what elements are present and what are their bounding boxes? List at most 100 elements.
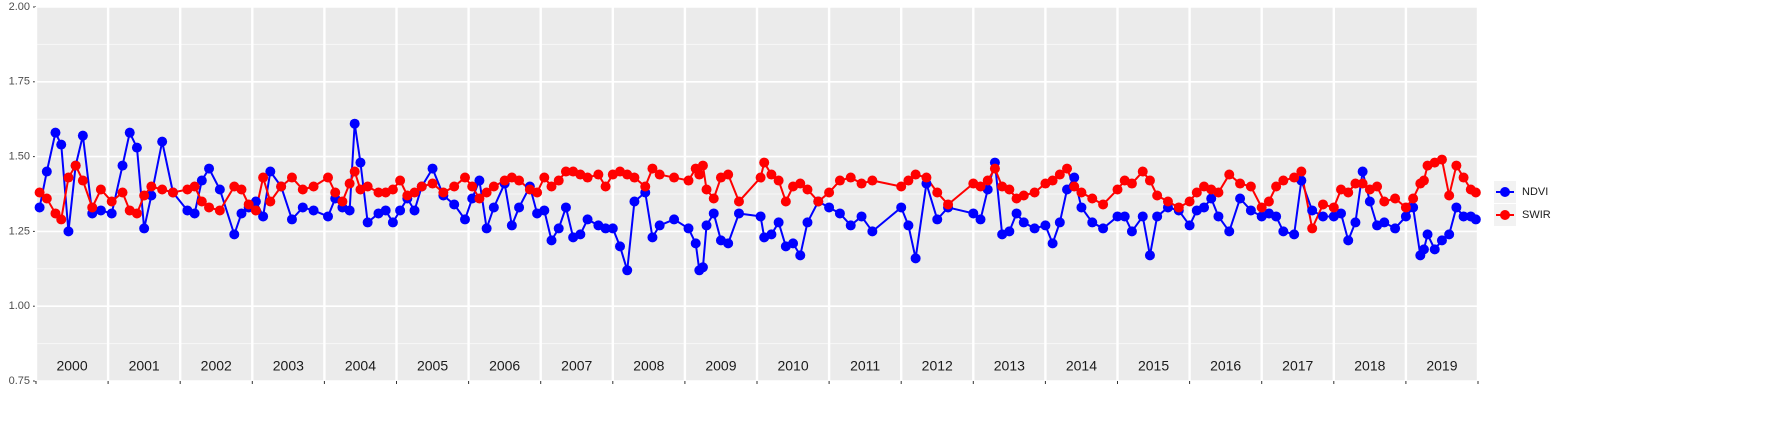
point bbox=[77, 175, 88, 186]
point bbox=[903, 175, 914, 186]
point bbox=[427, 178, 438, 189]
point bbox=[683, 175, 694, 186]
point bbox=[1289, 172, 1300, 183]
point bbox=[196, 175, 207, 186]
point bbox=[1011, 208, 1022, 219]
point bbox=[243, 199, 254, 210]
point bbox=[1224, 169, 1235, 180]
point bbox=[1317, 211, 1328, 222]
point bbox=[131, 208, 142, 219]
point bbox=[56, 139, 67, 150]
year-label: 2000 bbox=[56, 358, 87, 374]
point bbox=[488, 202, 499, 213]
point bbox=[1390, 223, 1401, 234]
point bbox=[824, 202, 835, 213]
point bbox=[1444, 190, 1455, 201]
point bbox=[1422, 229, 1433, 240]
point bbox=[214, 205, 225, 216]
legend-label: NDVI bbox=[1522, 186, 1548, 198]
point bbox=[622, 265, 633, 276]
point bbox=[694, 169, 705, 180]
point bbox=[1418, 175, 1429, 186]
point bbox=[236, 208, 247, 219]
point bbox=[196, 196, 207, 207]
y-tick-label: 2.00 bbox=[9, 1, 30, 13]
point bbox=[1112, 184, 1123, 195]
point bbox=[733, 208, 744, 219]
point bbox=[380, 205, 391, 216]
point bbox=[323, 211, 334, 222]
point bbox=[286, 214, 297, 225]
point bbox=[229, 229, 240, 240]
y-tick-label: 0.75 bbox=[9, 375, 30, 387]
point bbox=[117, 160, 128, 171]
point bbox=[1018, 190, 1029, 201]
point bbox=[297, 202, 308, 213]
point bbox=[1278, 226, 1289, 237]
point bbox=[553, 223, 564, 234]
point bbox=[395, 175, 406, 186]
point bbox=[258, 211, 269, 222]
point bbox=[932, 187, 943, 198]
point bbox=[330, 187, 341, 198]
point bbox=[896, 202, 907, 213]
point bbox=[139, 223, 150, 234]
point bbox=[968, 208, 979, 219]
point bbox=[106, 208, 117, 219]
point bbox=[308, 181, 319, 192]
point bbox=[1047, 238, 1058, 249]
point bbox=[856, 178, 867, 189]
point bbox=[1245, 181, 1256, 192]
point bbox=[755, 211, 766, 222]
year-label: 2019 bbox=[1426, 358, 1457, 374]
point bbox=[167, 187, 178, 198]
point bbox=[532, 187, 543, 198]
point bbox=[1206, 193, 1217, 204]
year-label: 2007 bbox=[561, 358, 592, 374]
year-label: 2012 bbox=[922, 358, 953, 374]
point bbox=[41, 166, 52, 177]
year-label: 2002 bbox=[201, 358, 232, 374]
point bbox=[802, 184, 813, 195]
point bbox=[1137, 166, 1148, 177]
point bbox=[640, 181, 651, 192]
point bbox=[1296, 166, 1307, 177]
point bbox=[1364, 196, 1375, 207]
point bbox=[236, 184, 247, 195]
point bbox=[1271, 181, 1282, 192]
point bbox=[723, 238, 734, 249]
point bbox=[733, 196, 744, 207]
point bbox=[77, 130, 88, 141]
point bbox=[1224, 226, 1235, 237]
point bbox=[1343, 235, 1354, 246]
point bbox=[1458, 211, 1469, 222]
point bbox=[1191, 187, 1202, 198]
point bbox=[1350, 178, 1361, 189]
point bbox=[344, 205, 355, 216]
point bbox=[647, 163, 658, 174]
point bbox=[654, 169, 665, 180]
point bbox=[1271, 211, 1282, 222]
point bbox=[488, 181, 499, 192]
point bbox=[124, 127, 135, 138]
point bbox=[1029, 223, 1040, 234]
point bbox=[1289, 229, 1300, 240]
point bbox=[1400, 211, 1411, 222]
point bbox=[1213, 187, 1224, 198]
point bbox=[795, 178, 806, 189]
point bbox=[265, 196, 276, 207]
point bbox=[1087, 193, 1098, 204]
point bbox=[1184, 220, 1195, 231]
year-label: 2001 bbox=[129, 358, 160, 374]
point bbox=[896, 181, 907, 192]
point bbox=[647, 232, 658, 243]
point bbox=[1278, 175, 1289, 186]
point bbox=[70, 160, 81, 171]
point bbox=[506, 220, 517, 231]
point bbox=[1235, 178, 1246, 189]
year-label: 2009 bbox=[705, 358, 736, 374]
point bbox=[575, 229, 586, 240]
point bbox=[1004, 184, 1015, 195]
